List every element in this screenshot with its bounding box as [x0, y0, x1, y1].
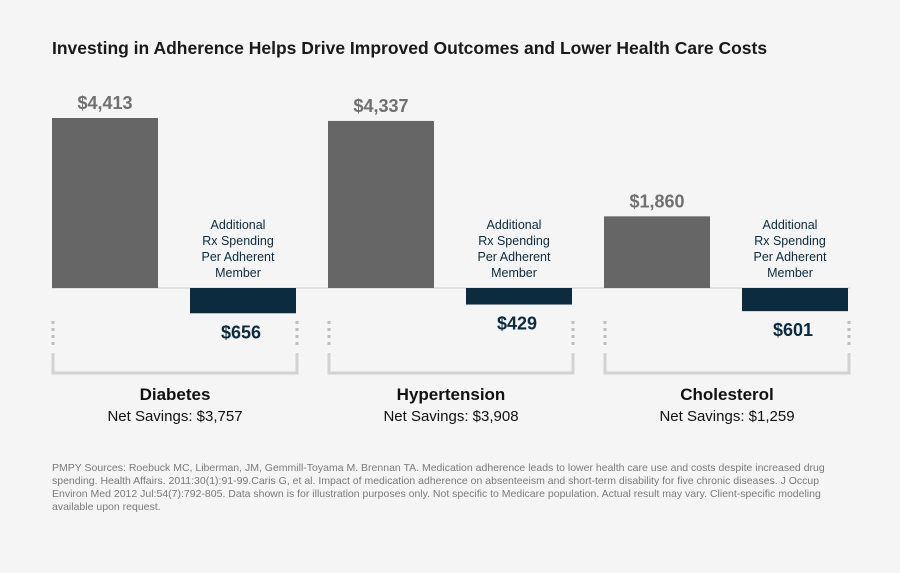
- spend-annotation-line: Additional: [763, 218, 818, 232]
- spend-bar-hypertension: [466, 288, 572, 305]
- spend-value-label: $656: [221, 322, 261, 342]
- spend-annotation-line: Additional: [211, 218, 266, 232]
- spend-annotation-line: Member: [767, 266, 813, 280]
- group-bracket: [327, 353, 575, 375]
- spend-annotation-line: Member: [491, 266, 537, 280]
- cost-value-label: $4,337: [353, 96, 408, 116]
- spend-annotation-line: Per Adherent: [754, 250, 827, 264]
- spend-bar-diabetes: [190, 288, 296, 314]
- cost-bar-hypertension: [328, 120, 434, 289]
- chart-title: Investing in Adherence Helps Drive Impro…: [52, 38, 768, 58]
- spend-annotation-line: Additional: [487, 218, 542, 232]
- net-savings-label: Net Savings: $3,908: [383, 408, 518, 425]
- category-label: Diabetes: [140, 385, 211, 404]
- category-label: Hypertension: [397, 385, 506, 404]
- cost-bar-cholesterol: [604, 216, 710, 288]
- spend-value-label: $601: [773, 320, 813, 340]
- source-footnote: PMPY Sources: Roebuck MC, Liberman, JM, …: [52, 462, 825, 513]
- category-label: Cholesterol: [680, 385, 774, 404]
- spend-value-label: $429: [497, 314, 537, 334]
- spend-annotation-line: Per Adherent: [202, 250, 275, 264]
- net-savings-label: Net Savings: $1,259: [659, 408, 794, 425]
- net-savings-label: Net Savings: $3,757: [107, 408, 242, 425]
- cost-value-label: $1,860: [629, 191, 684, 211]
- spend-annotation-line: Rx Spending: [202, 234, 274, 248]
- spend-annotation-line: Per Adherent: [478, 250, 551, 264]
- spend-annotation-line: Member: [215, 266, 261, 280]
- spend-bar-cholesterol: [742, 288, 848, 312]
- spend-annotation-line: Rx Spending: [754, 234, 826, 248]
- cost-value-label: $4,413: [77, 93, 132, 113]
- group-bracket: [51, 353, 299, 375]
- spend-annotation-line: Rx Spending: [478, 234, 550, 248]
- group-bracket: [603, 353, 851, 375]
- cost-bar-diabetes: [52, 118, 158, 288]
